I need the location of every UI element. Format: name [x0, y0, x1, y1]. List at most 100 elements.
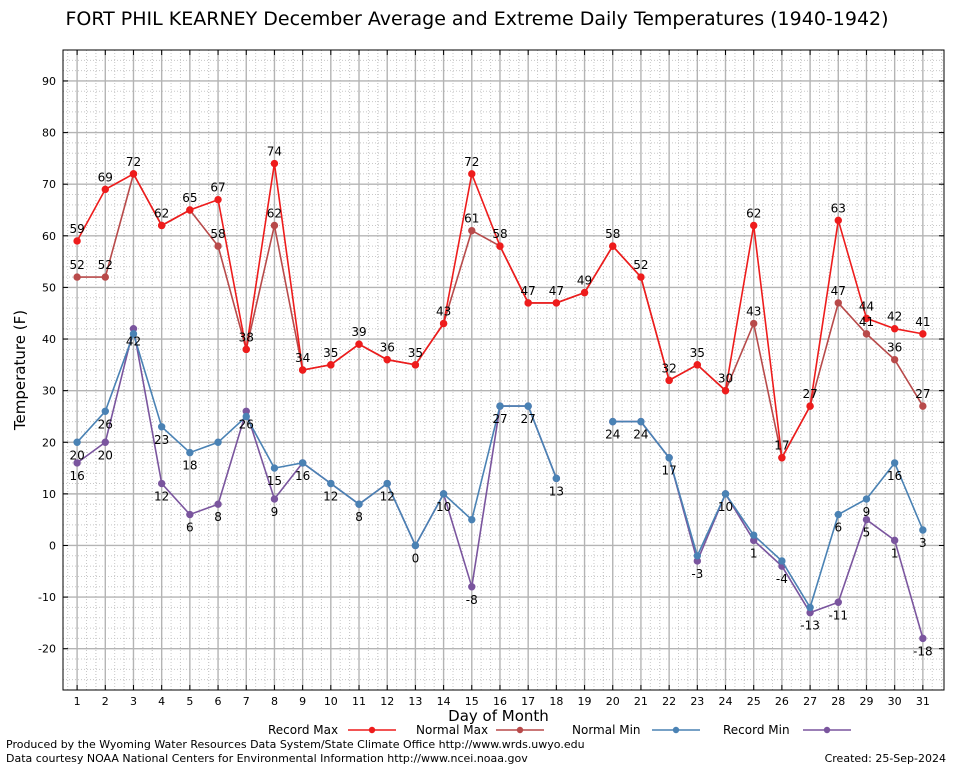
data-point — [468, 515, 476, 524]
data-label: 26 — [239, 417, 254, 431]
x-tick-label: 28 — [831, 695, 845, 708]
data-label: 13 — [549, 484, 564, 498]
x-tick-label: 3 — [130, 695, 137, 708]
data-point — [890, 459, 899, 467]
data-point — [383, 355, 391, 364]
data-point — [919, 402, 927, 410]
data-label: 8 — [214, 510, 222, 524]
data-label: 23 — [154, 433, 169, 447]
data-point — [750, 531, 758, 539]
data-label: 42 — [887, 310, 902, 324]
data-point — [298, 459, 307, 467]
data-point — [214, 500, 222, 508]
data-point — [665, 376, 673, 385]
data-point — [609, 417, 617, 426]
data-point — [834, 598, 842, 606]
data-point — [101, 273, 109, 281]
series-record-max — [73, 159, 927, 462]
x-tick-label: 13 — [408, 695, 422, 708]
data-point — [496, 402, 504, 410]
data-label: 12 — [380, 490, 395, 504]
data-label: 36 — [380, 341, 395, 355]
legend-label: Normal Min — [572, 723, 641, 737]
data-point — [270, 159, 279, 168]
data-point — [73, 273, 81, 281]
data-label: 6 — [834, 521, 842, 535]
data-label: 47 — [549, 284, 564, 298]
data-point — [862, 330, 871, 338]
data-point — [157, 423, 166, 431]
data-point — [750, 221, 758, 230]
y-tick-label: 90 — [42, 75, 56, 88]
data-label: -18 — [913, 644, 933, 658]
data-label: 15 — [267, 474, 282, 488]
data-label: 17 — [774, 439, 789, 453]
data-point — [439, 319, 448, 328]
data-point — [862, 314, 871, 323]
chart-title: FORT PHIL KEARNEY December Average and E… — [65, 8, 889, 30]
data-point — [468, 226, 476, 235]
y-tick-label: 30 — [42, 385, 56, 398]
data-label: 34 — [295, 351, 310, 365]
data-point — [552, 299, 561, 307]
data-label: 59 — [69, 222, 84, 236]
data-label: 9 — [271, 505, 279, 519]
x-tick-label: 7 — [243, 695, 250, 708]
data-label: 27 — [915, 387, 930, 401]
data-label: 10 — [718, 500, 733, 514]
data-point — [665, 454, 673, 462]
data-point — [834, 510, 842, 519]
data-label: 42 — [126, 335, 141, 349]
data-point — [73, 459, 81, 467]
y-tick-label: 0 — [49, 539, 56, 552]
data-point — [327, 361, 335, 369]
data-label: 35 — [690, 346, 705, 360]
data-label: 35 — [323, 346, 338, 360]
data-label: 27 — [802, 387, 817, 401]
x-tick-label: 14 — [437, 695, 451, 708]
data-label: 12 — [323, 490, 338, 504]
data-point — [468, 170, 476, 178]
x-tick-label: 30 — [888, 695, 902, 708]
data-label: 27 — [492, 412, 507, 426]
data-label: 39 — [351, 325, 366, 339]
data-point — [468, 583, 476, 591]
y-tick-label: 70 — [42, 178, 56, 191]
data-label: 44 — [859, 299, 874, 313]
data-point — [439, 490, 448, 498]
data-point — [524, 402, 532, 410]
data-point — [214, 195, 222, 204]
data-point — [834, 299, 842, 307]
data-point — [242, 345, 250, 354]
y-tick-label: 80 — [42, 127, 56, 140]
data-point — [129, 330, 138, 338]
legend-marker — [823, 726, 831, 734]
data-label: 36 — [887, 341, 902, 355]
data-point — [890, 325, 899, 333]
data-label: -11 — [828, 608, 848, 622]
data-point — [778, 557, 786, 565]
data-point — [721, 490, 730, 498]
data-label: 16 — [295, 469, 310, 483]
data-label: 1 — [750, 546, 758, 560]
data-label: 47 — [831, 284, 846, 298]
y-tick-label: 60 — [42, 230, 56, 243]
data-label: 69 — [98, 170, 113, 184]
data-point — [186, 206, 194, 214]
data-point — [862, 515, 871, 524]
data-label: 49 — [577, 274, 592, 288]
data-label: 35 — [408, 346, 423, 360]
x-tick-label: 21 — [634, 695, 648, 708]
data-point — [298, 366, 307, 374]
series-line — [76, 331, 558, 548]
data-point — [609, 242, 617, 250]
data-label: 62 — [267, 206, 282, 220]
data-point — [750, 319, 758, 328]
data-point — [806, 402, 814, 410]
data-label: 74 — [267, 145, 282, 159]
data-label: 52 — [633, 258, 648, 272]
data-point — [637, 273, 645, 281]
data-point — [101, 438, 109, 446]
data-point — [73, 237, 81, 245]
data-point — [242, 412, 250, 421]
